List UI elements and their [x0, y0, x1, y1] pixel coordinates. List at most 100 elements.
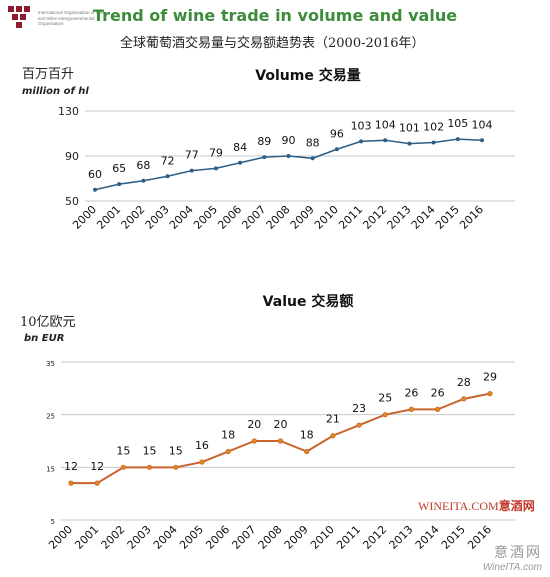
data-label: 77 [185, 149, 199, 162]
x-tick-label: 2015 [439, 523, 468, 552]
data-label: 105 [447, 117, 468, 130]
data-point [213, 166, 218, 171]
data-point [330, 433, 336, 439]
data-label: 21 [326, 413, 340, 426]
x-tick-label: 2007 [229, 523, 258, 552]
data-label: 102 [423, 121, 444, 134]
y-tick-label: 15 [46, 465, 55, 473]
x-tick-label: 2010 [308, 523, 337, 552]
y-tick-label: 90 [65, 150, 79, 163]
data-point [383, 138, 388, 143]
data-point [117, 182, 122, 187]
y-tick-label: 130 [58, 105, 79, 118]
data-label: 20 [274, 418, 288, 431]
x-tick-label: 2002 [99, 523, 128, 552]
data-point [94, 480, 100, 486]
data-label: 90 [282, 134, 296, 147]
data-label: 84 [233, 141, 247, 154]
brand-en: WINEITA.COM [418, 499, 499, 513]
x-tick-label: 2001 [94, 203, 123, 232]
data-point [251, 438, 257, 444]
data-label: 79 [209, 146, 223, 159]
data-label: 104 [375, 118, 396, 131]
x-tick-label: 2000 [46, 523, 75, 552]
data-point [93, 187, 98, 192]
x-tick-label: 2013 [387, 523, 416, 552]
x-tick-label: 2007 [239, 203, 268, 232]
data-label: 89 [257, 135, 271, 148]
data-label: 15 [143, 444, 157, 457]
x-tick-label: 2012 [360, 523, 389, 552]
x-tick-label: 2012 [360, 203, 389, 232]
data-label: 12 [64, 460, 78, 473]
x-tick-label: 2003 [125, 523, 154, 552]
data-point [141, 178, 146, 183]
data-label: 72 [161, 154, 175, 167]
x-tick-label: 2006 [203, 523, 232, 552]
data-point [407, 141, 412, 146]
x-tick-label: 2002 [119, 203, 148, 232]
data-point [68, 480, 74, 486]
watermark-en: WineITA.com [482, 562, 542, 573]
x-tick-label: 2016 [457, 203, 486, 232]
x-tick-label: 2010 [312, 203, 341, 232]
y-tick-label: 35 [46, 360, 55, 368]
data-point [461, 396, 467, 402]
series-line [71, 392, 491, 485]
y-unit-cn: 10亿欧元 [20, 315, 76, 330]
data-label: 104 [472, 118, 493, 131]
watermark: 意酒网 WineITA.com [483, 542, 542, 573]
data-point [382, 412, 388, 418]
x-tick-label: 2005 [177, 523, 206, 552]
data-label: 23 [352, 402, 366, 415]
data-point [199, 459, 205, 465]
y-tick-label: 25 [46, 413, 55, 421]
data-label: 26 [404, 386, 418, 399]
data-point [225, 448, 231, 455]
y-tick-label: 5 [51, 518, 55, 526]
x-tick-label: 2014 [413, 523, 442, 552]
data-point [189, 168, 194, 173]
data-label: 18 [300, 429, 314, 442]
x-tick-label: 2001 [72, 523, 101, 552]
data-label: 15 [169, 444, 183, 457]
oiv-logo: International Organisation of Vine and W… [6, 4, 116, 38]
data-point [408, 406, 415, 412]
x-tick-label: 2004 [167, 203, 196, 232]
data-label: 12 [90, 460, 104, 473]
data-label: 68 [136, 159, 150, 172]
chart-title: Value 交易额 [263, 293, 354, 310]
data-label: 20 [247, 418, 261, 431]
y-tick-label: 50 [65, 195, 79, 208]
x-tick-label: 2008 [264, 203, 293, 232]
data-label: 26 [431, 386, 445, 399]
data-point [277, 438, 284, 444]
data-point [479, 138, 484, 143]
data-point [238, 160, 243, 165]
data-point [286, 153, 291, 158]
x-tick-label: 2004 [151, 523, 180, 552]
x-tick-label: 2014 [409, 203, 438, 232]
brand-mark: WINEITA.COM意酒网 [418, 497, 535, 514]
x-tick-label: 2003 [143, 203, 172, 232]
x-tick-label: 2008 [256, 523, 285, 552]
x-tick-label: 2005 [191, 203, 220, 232]
x-tick-label: 2009 [288, 203, 317, 232]
data-label: 60 [88, 168, 102, 181]
data-point [431, 140, 436, 145]
data-point [435, 406, 441, 412]
data-point [304, 448, 310, 455]
x-tick-label: 2011 [334, 523, 363, 552]
x-tick-label: 2011 [336, 203, 365, 232]
x-tick-label: 2006 [215, 203, 244, 232]
logo-text: International Organisation of Vine and W… [38, 10, 105, 26]
data-point [359, 139, 364, 144]
data-point [334, 147, 339, 152]
data-label: 28 [457, 376, 471, 389]
x-tick-label: 2009 [282, 523, 311, 552]
data-point [146, 464, 153, 470]
data-point [262, 155, 267, 160]
data-point [120, 464, 126, 470]
data-point [455, 137, 460, 142]
